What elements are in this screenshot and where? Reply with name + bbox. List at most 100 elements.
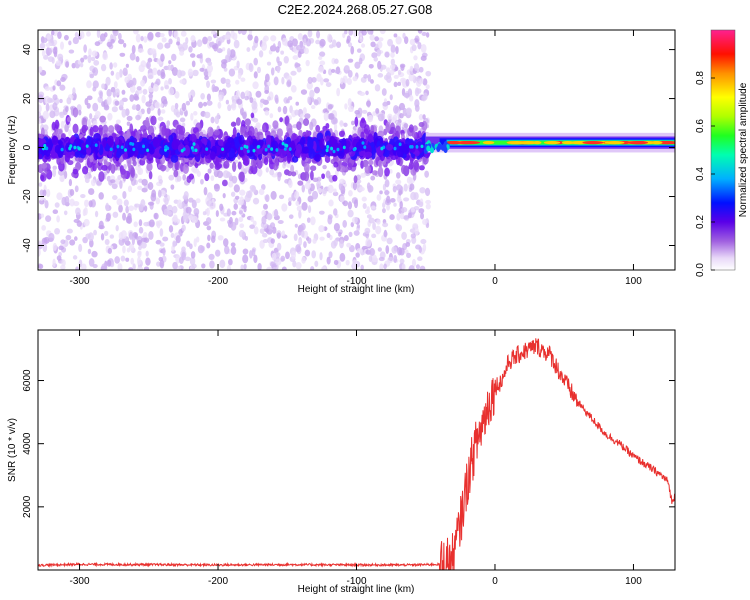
noise-cell xyxy=(340,195,345,202)
noise-cell xyxy=(399,103,405,110)
noise-cell xyxy=(186,207,192,214)
noise-cell xyxy=(267,96,271,101)
noise-cell xyxy=(396,224,402,231)
noise-cell xyxy=(303,118,309,126)
noise-cell xyxy=(43,189,47,196)
noise-cell xyxy=(319,39,325,47)
noise-cell xyxy=(369,255,373,262)
noise-cell xyxy=(385,245,389,254)
noise-cell xyxy=(223,193,226,198)
noise-cell xyxy=(116,72,121,80)
noise-cell xyxy=(74,236,78,241)
noise-cell xyxy=(181,252,186,261)
noise-cell xyxy=(211,117,215,124)
noise-cell xyxy=(348,201,352,209)
noise-cell xyxy=(334,70,340,74)
noise-cell xyxy=(149,171,153,179)
noise-cell xyxy=(413,55,417,60)
noise-cell xyxy=(274,95,278,103)
noise-cell xyxy=(136,56,140,62)
noise-cell xyxy=(354,230,360,236)
noise-cell xyxy=(114,256,120,264)
noise-cell xyxy=(120,168,126,174)
noise-cell xyxy=(231,222,237,231)
noise-cell xyxy=(203,102,207,107)
noise-cell xyxy=(303,38,306,45)
noise-cell xyxy=(182,224,186,231)
noise-cell xyxy=(262,233,267,238)
noise-cell xyxy=(41,163,47,169)
noise-cell xyxy=(110,234,114,238)
band-cell xyxy=(116,145,119,149)
noise-cell xyxy=(128,185,132,192)
noise-cell xyxy=(211,30,216,34)
noise-cell xyxy=(146,251,149,257)
noise-cell xyxy=(209,163,213,169)
y-tick-label: 20 xyxy=(22,93,33,105)
noise-cell xyxy=(279,117,283,122)
noise-cell xyxy=(118,33,122,40)
noise-cell xyxy=(378,247,382,252)
noise-cell xyxy=(226,100,229,105)
band-cell xyxy=(394,147,397,151)
noise-cell xyxy=(348,98,352,107)
noise-cell xyxy=(109,62,113,69)
band-cell xyxy=(195,148,198,152)
band-cell xyxy=(314,154,321,162)
noise-cell xyxy=(48,233,54,242)
noise-cell xyxy=(209,260,215,268)
noise-cell xyxy=(375,226,381,235)
y-tick-label: -20 xyxy=(22,189,33,204)
band-cell xyxy=(420,145,423,149)
noise-cell xyxy=(175,103,179,109)
noise-cell xyxy=(204,75,209,80)
noise-cell xyxy=(364,124,370,134)
noise-cell xyxy=(239,190,245,196)
noise-cell xyxy=(211,175,215,181)
noise-cell xyxy=(112,195,118,200)
noise-cell xyxy=(315,125,320,132)
noise-cell xyxy=(217,171,223,178)
noise-cell xyxy=(370,41,375,47)
noise-cell xyxy=(64,196,69,204)
noise-cell xyxy=(202,37,208,45)
noise-cell xyxy=(386,238,392,245)
noise-cell xyxy=(191,264,196,269)
noise-cell xyxy=(74,219,80,223)
noise-cell xyxy=(164,85,169,89)
spectrogram-panel: -300 -200 -100 0 100 -40-2002040 Height of s… xyxy=(7,26,679,295)
noise-cell xyxy=(231,102,236,110)
noise-cell xyxy=(104,105,110,111)
noise-cell xyxy=(116,225,119,231)
noise-cell xyxy=(253,198,259,205)
noise-cell xyxy=(371,234,376,239)
y-tick-label: 40 xyxy=(22,44,33,56)
noise-cell xyxy=(151,190,156,198)
noise-cell xyxy=(73,169,78,175)
noise-cell xyxy=(270,261,276,267)
noise-cell xyxy=(68,41,71,46)
noise-cell xyxy=(244,96,248,101)
signal-onset xyxy=(426,146,430,152)
noise-cell xyxy=(207,226,212,231)
noise-cell xyxy=(206,80,210,87)
band-cell xyxy=(287,152,292,162)
noise-cell xyxy=(220,217,226,221)
noise-cell xyxy=(410,66,414,72)
noise-cell xyxy=(57,255,62,260)
noise-cell xyxy=(104,32,108,37)
noise-cell xyxy=(208,71,212,78)
noise-cell xyxy=(206,217,211,225)
noise-cell xyxy=(68,129,72,136)
noise-cell xyxy=(426,84,430,89)
noise-cell xyxy=(393,255,397,263)
noise-cell xyxy=(155,102,160,109)
band-cell xyxy=(300,138,305,145)
noise-cell xyxy=(200,179,204,185)
noise-cell xyxy=(406,253,411,258)
noise-cell xyxy=(139,219,143,226)
noise-cell xyxy=(404,123,409,128)
noise-cell xyxy=(73,124,79,134)
noise-cell xyxy=(98,125,103,132)
noise-cell xyxy=(249,126,255,137)
